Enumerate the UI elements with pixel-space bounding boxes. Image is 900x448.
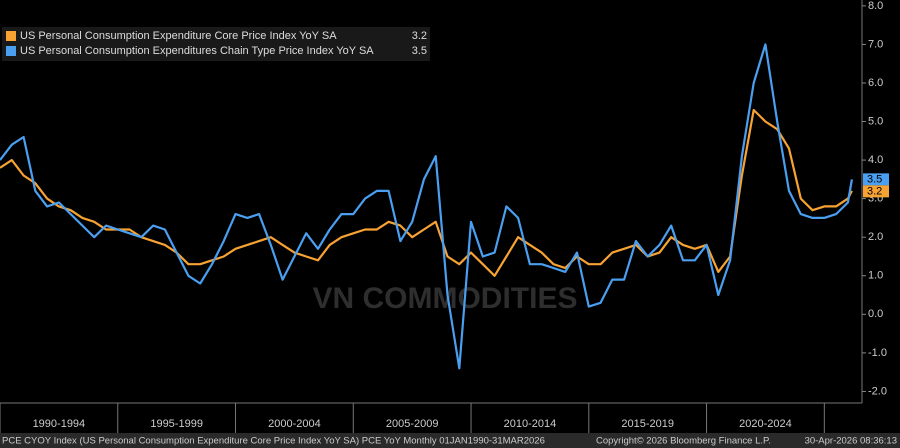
value-tag xyxy=(863,173,889,186)
x-tick-label: 2015-2019 xyxy=(621,418,674,430)
y-tick-label: 6.0 xyxy=(868,77,883,89)
y-tick-label: -2.0 xyxy=(868,385,887,397)
y-tick-label: 8.0 xyxy=(868,0,883,12)
value-tag-label: 3.5 xyxy=(867,173,882,185)
legend-value: 3.5 xyxy=(412,45,427,57)
legend-value: 3.2 xyxy=(412,30,427,42)
y-tick-label: 1.0 xyxy=(868,270,883,282)
footer-timestamp: 30-Apr-2026 08:36:13 xyxy=(805,436,897,447)
y-tick-label: 2.0 xyxy=(868,231,883,243)
footer-copyright: Copyright© 2026 Bloomberg Finance L.P. xyxy=(596,436,771,447)
value-tag xyxy=(863,185,889,198)
y-tick-label: 4.0 xyxy=(868,154,883,166)
x-tick-label: 1995-1999 xyxy=(150,418,203,430)
x-tick-label: 2005-2009 xyxy=(386,418,439,430)
legend-box xyxy=(2,27,430,61)
x-tick-label: 1990-1994 xyxy=(33,418,86,430)
y-tick-label: 7.0 xyxy=(868,38,883,50)
watermark: VN COMMODITIES xyxy=(312,282,577,315)
value-tag-label: 3.2 xyxy=(867,185,882,197)
footer-bar xyxy=(0,433,900,448)
legend-label: US Personal Consumption Expenditure Core… xyxy=(20,30,337,42)
footer-source: PCE CYOY Index (US Personal Consumption … xyxy=(2,436,545,447)
x-tick-label: 2010-2014 xyxy=(504,418,557,430)
y-tick-label: -1.0 xyxy=(868,347,887,359)
legend-label: US Personal Consumption Expenditures Cha… xyxy=(20,45,374,57)
legend-swatch xyxy=(6,31,16,41)
series-line xyxy=(0,108,853,277)
x-tick-label: 2000-2004 xyxy=(268,418,321,430)
series-line xyxy=(0,43,853,370)
y-tick-label: 5.0 xyxy=(868,115,883,127)
x-tick-label: 2020-2024 xyxy=(739,418,792,430)
legend-swatch xyxy=(6,46,16,56)
y-tick-label: 0.0 xyxy=(868,308,883,320)
